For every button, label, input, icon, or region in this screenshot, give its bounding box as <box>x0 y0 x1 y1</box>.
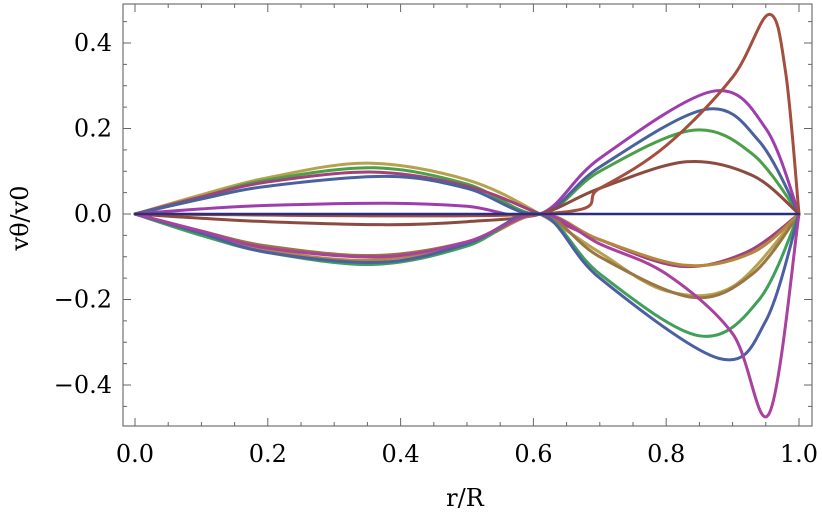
y-tick-label: −0.2 <box>54 286 112 314</box>
y-tick-label: 0.0 <box>74 200 112 228</box>
series-line-9 <box>133 212 801 338</box>
series-line-6 <box>133 159 801 227</box>
tick-labels: 0.0 0.2 0.4 0.6 0.8 1.0 0.4 0.2 0.0 −0.2 −0.4 <box>54 29 818 468</box>
series-line-4 <box>133 107 801 216</box>
series-line-2 <box>133 128 801 216</box>
y-tick-label: −0.4 <box>54 371 112 399</box>
x-tick-label: 0.6 <box>514 440 552 468</box>
series-line-7 <box>133 212 801 300</box>
x-tick-label: 0.4 <box>382 440 420 468</box>
series-line-12 <box>133 12 801 218</box>
series-group <box>133 12 801 419</box>
x-tick-label: 0.2 <box>249 440 287 468</box>
series-line-11 <box>133 212 801 419</box>
ticks <box>123 4 812 426</box>
y-tick-label: 0.2 <box>74 115 112 143</box>
x-tick-label: 1.0 <box>780 440 818 468</box>
x-tick-label: 0.8 <box>647 440 685 468</box>
x-tick-label: 0.0 <box>116 440 154 468</box>
x-axis-label: r/R <box>446 484 485 512</box>
series-line-1 <box>133 161 801 298</box>
series-line-10 <box>133 211 801 362</box>
y-tick-label: 0.4 <box>74 29 112 57</box>
y-axis-label: vθ/v0 <box>6 186 34 252</box>
